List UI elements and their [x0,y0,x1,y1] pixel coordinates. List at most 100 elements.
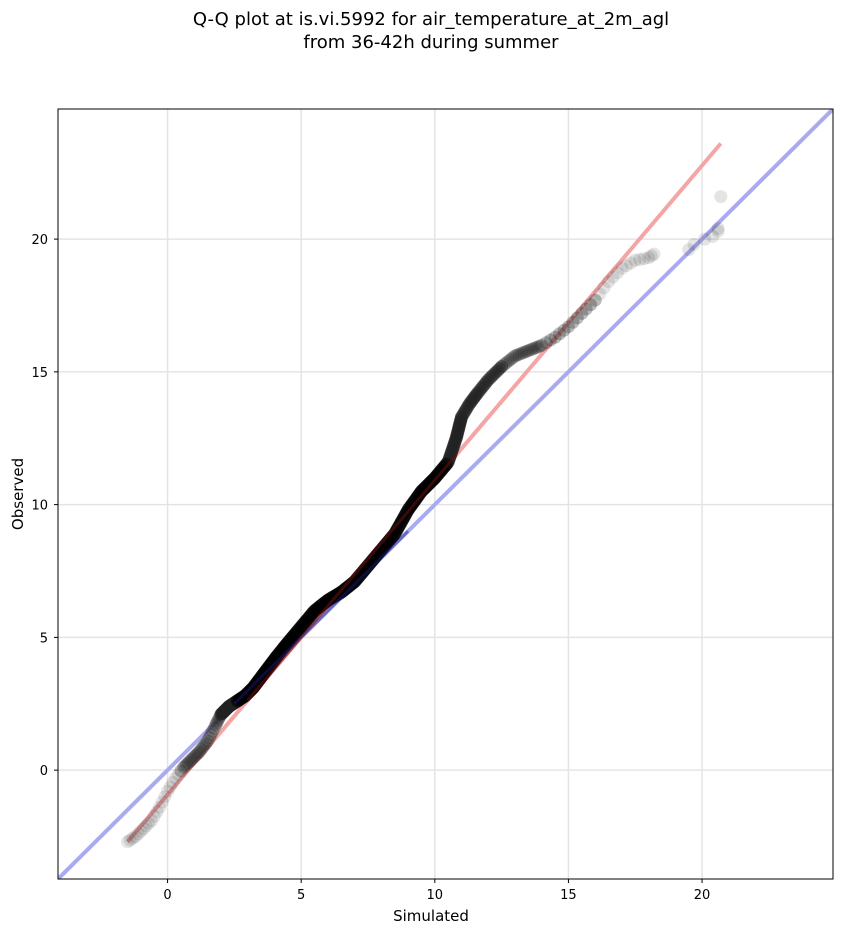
qq-point [633,253,647,266]
qq-point [501,354,515,368]
y-tick-label: 20 [31,233,48,248]
qq-point-dense [230,694,244,708]
qq-point [644,249,658,263]
qq-point-dense [269,651,282,665]
qq-point-dense [410,490,424,504]
chart-title-line-1: Q-Q plot at is.vi.5992 for air_temperatu… [193,9,669,30]
qq-point [169,771,183,785]
qq-point [506,351,520,365]
qq-point [521,344,535,358]
qq-point [185,753,199,766]
qq-point [561,320,575,334]
qq-point-dense [301,612,315,626]
qq-point [535,338,549,352]
qq-point-dense [236,690,250,704]
qq-point [524,343,538,357]
qq-point [209,718,223,732]
qq-point [177,761,191,774]
qq-point-dense [413,486,427,500]
chart-title-line-2: from 36-42h during summer [303,32,559,53]
qq-point [515,346,529,360]
qq-point [163,780,177,794]
qq-point-dense [269,650,283,664]
qq-point [181,756,195,770]
qq-point-dense [306,605,320,619]
qq-point-dense [324,592,338,606]
qq-point-dense [298,615,312,629]
qq-point-dense [273,645,287,659]
qq-point [584,298,598,312]
qq-point [150,805,164,819]
qq-point [615,261,629,275]
qq-point [588,293,602,307]
qq-point [597,281,611,295]
y-axis-ticks: 0 5 10 15 20 [31,233,58,779]
qq-point-dense [233,693,246,706]
qq-point [186,751,200,765]
qq-point-dense [310,602,324,616]
qq-point-dense [288,628,301,642]
qq-point [628,253,642,267]
qq-point-dense [419,480,432,494]
x-axis-label: Simulated [393,907,469,925]
qq-point-dense [392,520,406,534]
qq-point-dense [282,634,296,648]
y-tick-label: 0 [40,764,48,779]
qq-point [637,252,651,266]
qq-outlier-point [687,237,701,251]
qq-point [137,822,150,836]
x-tick-label: 15 [560,888,577,903]
qq-point [153,800,167,814]
qq-point-dense [337,583,351,597]
qq-point [166,776,180,789]
qq-point [193,745,207,759]
qq-point-dense [416,483,430,497]
qq-point [189,748,203,762]
qq-point-dense [297,617,311,631]
qq-point [204,728,218,742]
qq-point-dense [393,517,407,531]
qq-point-dense [279,638,293,652]
qq-point [158,790,172,804]
plot-frame [57,108,834,880]
qq-point [575,306,589,320]
qq-point-dense [423,476,436,490]
plot-area [58,109,833,879]
qq-point [196,740,210,754]
data-points [121,190,728,849]
qq-point-dense [233,692,247,706]
qq-point-dense [412,488,426,502]
qq-point-dense [286,629,300,643]
qq-point [530,340,544,354]
qq-point-dense [414,484,428,498]
qq-point [548,330,562,344]
qq-point-dense [292,623,305,637]
qq-point [188,749,202,763]
qq-point-dense [277,641,291,655]
qq-point [610,266,624,280]
qq-point-dense [341,580,355,594]
qq-outlier-point [706,229,720,243]
x-tick-label: 20 [694,888,711,903]
qq-point-dense [309,603,323,617]
qq-point [147,809,161,823]
qq-point [145,814,158,828]
qq-point [528,341,542,355]
qq-point-dense [278,640,292,654]
qq-point [526,342,540,356]
qq-outlier-point [698,232,712,246]
qq-point-dense [290,625,304,638]
qq-point [504,353,517,366]
qq-outlier-point [714,190,728,204]
qq-point [544,333,558,347]
qq-point-dense [308,604,322,618]
qq-point [134,824,148,838]
qq-point-dense [289,626,303,640]
qq-point [178,759,192,773]
qq-point [624,256,638,270]
qq-point-dense [276,642,289,656]
qq-point [495,360,509,374]
qq-point-dense [421,478,435,492]
qq-point [510,348,524,362]
